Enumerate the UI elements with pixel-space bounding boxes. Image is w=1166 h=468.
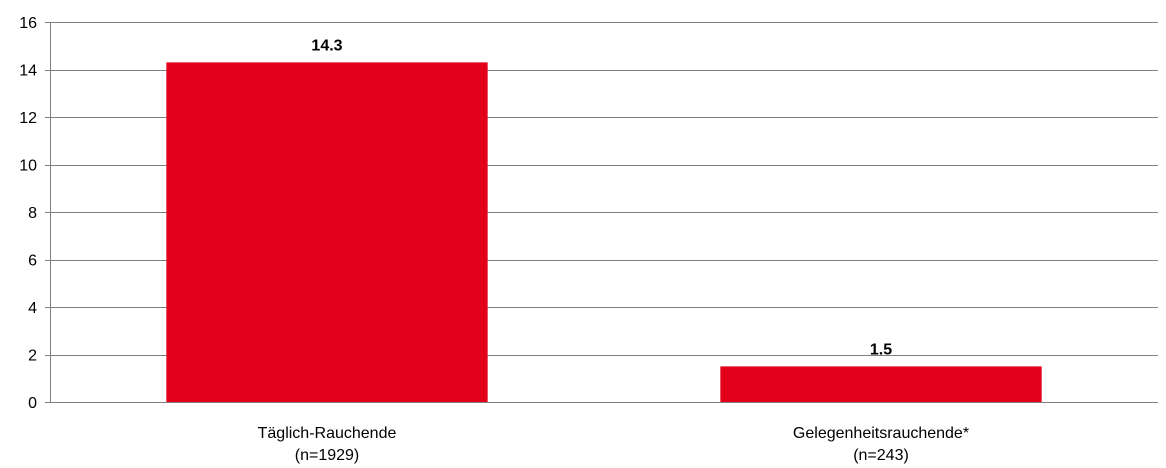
category-labels: Täglich-Rauchende (n=1929) Gelegenheitsrau… [258,425,969,464]
y-tick-label-2: 2 [28,348,37,365]
data-labels: 14.3 1.5 [311,37,892,358]
y-tick-labels: 0 2 4 6 8 10 12 14 16 [19,15,37,412]
bars [166,62,1042,402]
y-tick-label-14: 14 [19,63,37,80]
data-label-0: 14.3 [311,37,342,54]
category-label-0-line-0: Täglich-Rauchende [258,425,397,442]
y-tick-label-6: 6 [28,253,37,270]
category-label-1-line-0: Gelegenheitsrauchende* [793,425,969,442]
category-label-0-line-1: (n=1929) [295,447,360,464]
category-label-1-line-1: (n=243) [853,447,909,464]
bar-0 [166,62,488,402]
y-tick-label-12: 12 [19,110,37,127]
axes [45,22,1158,403]
bar-1 [720,366,1042,402]
y-tick-label-0: 0 [28,395,37,412]
y-tick-label-10: 10 [19,158,37,175]
y-tick-label-16: 16 [19,15,37,32]
y-tick-label-4: 4 [28,300,37,317]
data-label-1: 1.5 [870,341,892,358]
y-tick-label-8: 8 [28,205,37,222]
